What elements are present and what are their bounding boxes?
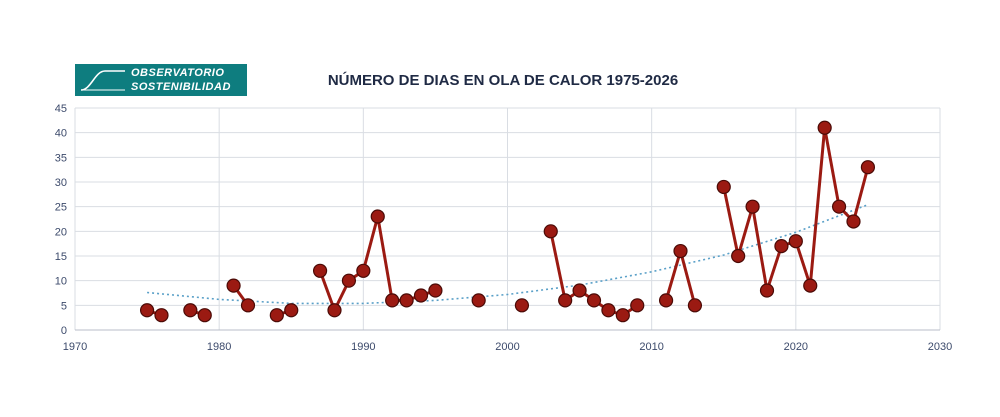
y-tick-label: 0 (61, 325, 67, 337)
trendline-curve (147, 203, 869, 305)
y-tick-label: 5 (61, 300, 67, 312)
series-segment (808, 127, 827, 286)
data-point (327, 303, 342, 318)
series-segment (751, 206, 769, 291)
data-point (356, 263, 371, 278)
y-tick-label: 45 (55, 103, 67, 115)
data-point (658, 293, 674, 308)
data-point (803, 278, 818, 293)
x-tick-label: 2000 (495, 341, 519, 353)
series-segment (823, 127, 841, 207)
y-tick-label: 40 (55, 128, 67, 140)
series-segment (736, 206, 755, 257)
y-tick-label: 30 (55, 177, 67, 189)
y-tick-label: 35 (55, 152, 67, 164)
series-segment (549, 231, 567, 301)
data-point (154, 308, 169, 323)
data-point (399, 293, 414, 308)
data-point (745, 199, 760, 214)
y-tick-label: 25 (55, 202, 67, 214)
series-segment (852, 166, 870, 222)
series-segment (376, 216, 394, 301)
series-segment (794, 240, 812, 287)
data-point (831, 199, 847, 214)
chart-grid (74, 107, 941, 331)
data-point (312, 263, 328, 278)
data-point (514, 298, 530, 313)
observatorio-logo: OBSERVATORIO SOSTENIBILIDAD (75, 64, 247, 96)
data-point (630, 298, 645, 313)
x-tick-label: 1980 (207, 341, 231, 353)
data-point (788, 234, 803, 249)
y-axis-ticks: 0 5 10 15 20 25 30 35 40 45 (55, 103, 67, 337)
data-point (846, 214, 861, 229)
x-tick-label: 2010 (639, 341, 663, 353)
x-tick-label: 1970 (63, 341, 87, 353)
data-point (731, 248, 746, 264)
data-point (543, 224, 558, 239)
data-point (673, 243, 688, 259)
data-point (240, 298, 256, 313)
data-point (716, 179, 731, 195)
y-tick-label: 20 (55, 226, 67, 238)
data-point (586, 293, 602, 308)
data-point (370, 209, 385, 224)
data-point (385, 293, 400, 308)
data-point (139, 303, 155, 318)
series-segment (765, 245, 783, 291)
series-segment (679, 250, 697, 306)
data-point (269, 308, 284, 323)
data-point (197, 308, 212, 323)
y-tick-label: 15 (55, 251, 67, 263)
series-segment (722, 186, 740, 257)
x-axis-ticks: 1970 1980 1990 2000 2010 2020 2030 (63, 341, 952, 353)
x-tick-label: 2020 (784, 341, 808, 353)
x-tick-label: 2030 (928, 341, 952, 353)
x-tick-label: 1990 (351, 341, 375, 353)
data-point (183, 303, 198, 318)
data-point (341, 273, 357, 288)
data-point (558, 293, 573, 308)
data-point (759, 283, 775, 298)
series-segment (664, 250, 682, 301)
data-point (687, 298, 703, 313)
logo-line1: OBSERVATORIO (131, 67, 225, 79)
trendline (147, 203, 869, 305)
data-point (226, 278, 241, 293)
data-point (471, 293, 486, 308)
data-point (615, 308, 630, 323)
y-tick-label: 10 (55, 276, 67, 288)
data-point (817, 120, 832, 135)
logo-line2: SOSTENIBILIDAD (131, 81, 231, 93)
data-point (572, 283, 587, 298)
series-segment (361, 216, 380, 272)
data-point (774, 239, 789, 254)
data-point (284, 303, 299, 318)
wave-curve-icon (80, 70, 125, 91)
data-point (428, 283, 443, 298)
data-point (860, 160, 876, 175)
data-point (601, 303, 616, 318)
data-point (413, 288, 429, 303)
series-points (139, 120, 876, 323)
chart-title: NÚMERO DE DIAS EN OLA DE CALOR 1975-2026 (327, 72, 679, 89)
